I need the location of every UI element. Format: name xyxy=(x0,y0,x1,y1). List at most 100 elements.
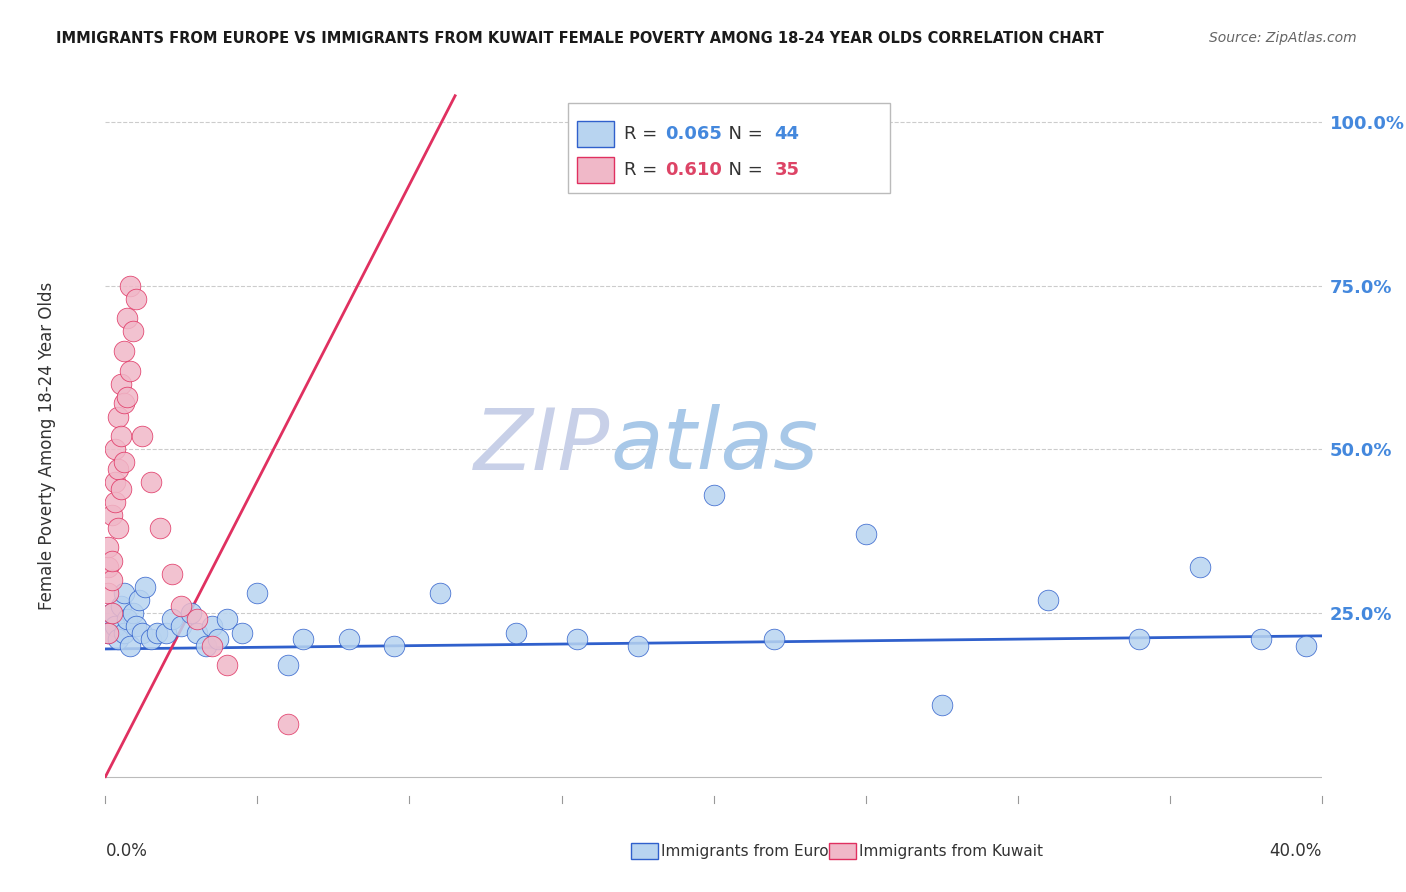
Point xyxy=(1188,560,1211,574)
Point xyxy=(125,619,148,633)
Point xyxy=(170,599,193,614)
Point xyxy=(107,521,129,535)
Point xyxy=(194,639,217,653)
Point xyxy=(131,429,153,443)
Text: 35: 35 xyxy=(775,161,800,178)
Point xyxy=(702,488,725,502)
FancyBboxPatch shape xyxy=(830,844,856,859)
Point xyxy=(170,619,193,633)
Point xyxy=(217,612,239,626)
Point xyxy=(112,455,135,469)
Point xyxy=(125,292,148,306)
Text: 40.0%: 40.0% xyxy=(1270,842,1322,860)
Point xyxy=(1128,632,1150,647)
Point xyxy=(217,658,239,673)
Text: Immigrants from Europe: Immigrants from Europe xyxy=(661,844,848,859)
Point xyxy=(429,586,451,600)
Point xyxy=(1295,639,1317,653)
Text: Source: ZipAtlas.com: Source: ZipAtlas.com xyxy=(1209,31,1357,45)
Text: N =: N = xyxy=(717,125,769,143)
Point xyxy=(97,560,120,574)
Point xyxy=(565,632,588,647)
Text: 0.0%: 0.0% xyxy=(105,842,148,860)
Point xyxy=(112,625,135,640)
Point xyxy=(186,612,208,626)
Point xyxy=(112,344,135,359)
Point xyxy=(118,278,141,293)
Point xyxy=(207,632,229,647)
Text: R =: R = xyxy=(623,125,662,143)
Point xyxy=(146,625,169,640)
Point xyxy=(134,580,156,594)
Point xyxy=(382,639,405,653)
Point xyxy=(107,409,129,424)
Point xyxy=(277,658,299,673)
Point xyxy=(505,625,527,640)
Point xyxy=(131,625,153,640)
Point xyxy=(97,625,120,640)
Point xyxy=(115,612,138,626)
Point xyxy=(100,606,122,620)
Text: N =: N = xyxy=(717,161,769,178)
Text: Female Poverty Among 18-24 Year Olds: Female Poverty Among 18-24 Year Olds xyxy=(38,282,56,610)
Point xyxy=(292,632,315,647)
Point xyxy=(149,521,172,535)
Point xyxy=(110,429,132,443)
FancyBboxPatch shape xyxy=(568,103,890,193)
Point xyxy=(112,586,135,600)
Text: 0.610: 0.610 xyxy=(665,161,721,178)
Point xyxy=(763,632,786,647)
Point xyxy=(139,475,162,489)
FancyBboxPatch shape xyxy=(578,157,614,183)
Point xyxy=(103,442,125,457)
Point xyxy=(100,606,122,620)
Point xyxy=(186,625,208,640)
Point xyxy=(107,632,129,647)
FancyBboxPatch shape xyxy=(631,844,658,859)
Point xyxy=(121,606,143,620)
Text: ZIP: ZIP xyxy=(474,404,610,488)
Point xyxy=(103,475,125,489)
Point xyxy=(97,541,120,555)
Point xyxy=(97,586,120,600)
Point xyxy=(162,566,184,581)
Point xyxy=(107,462,129,476)
Point xyxy=(155,625,177,640)
Point xyxy=(103,494,125,508)
Point xyxy=(1250,632,1272,647)
Point xyxy=(115,390,138,404)
Point xyxy=(1036,592,1059,607)
Point xyxy=(128,592,150,607)
Point xyxy=(100,508,122,522)
Point xyxy=(110,482,132,496)
Text: atlas: atlas xyxy=(610,404,818,488)
Point xyxy=(115,311,138,326)
Point xyxy=(112,396,135,410)
Point xyxy=(180,606,202,620)
Point xyxy=(118,639,141,653)
Point xyxy=(118,364,141,378)
Point xyxy=(110,376,132,391)
Text: 0.065: 0.065 xyxy=(665,125,721,143)
Point xyxy=(162,612,184,626)
Point xyxy=(626,639,648,653)
Text: R =: R = xyxy=(623,161,662,178)
Point xyxy=(110,599,132,614)
Point xyxy=(121,325,143,339)
Point xyxy=(100,573,122,587)
Text: Immigrants from Kuwait: Immigrants from Kuwait xyxy=(859,844,1043,859)
Point xyxy=(337,632,360,647)
Text: IMMIGRANTS FROM EUROPE VS IMMIGRANTS FROM KUWAIT FEMALE POVERTY AMONG 18-24 YEAR: IMMIGRANTS FROM EUROPE VS IMMIGRANTS FRO… xyxy=(56,31,1104,46)
Point xyxy=(201,639,224,653)
Point xyxy=(277,717,299,731)
Text: 44: 44 xyxy=(775,125,800,143)
Point xyxy=(139,632,162,647)
Point xyxy=(201,619,224,633)
Point xyxy=(103,619,125,633)
Point xyxy=(855,527,877,541)
Point xyxy=(246,586,269,600)
Point xyxy=(100,553,122,567)
Point xyxy=(931,698,953,712)
Point xyxy=(97,625,120,640)
FancyBboxPatch shape xyxy=(578,121,614,147)
